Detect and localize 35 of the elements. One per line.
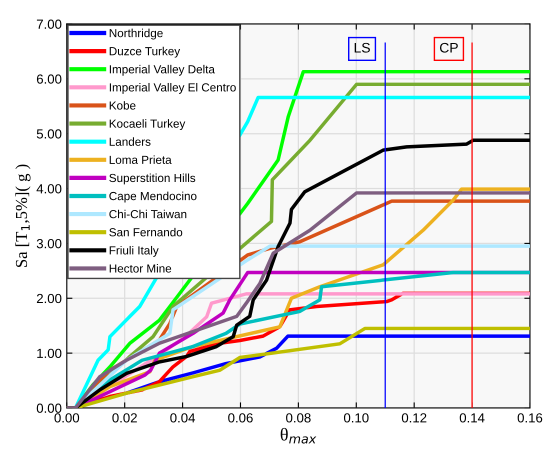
- legend-label: Cape Mendocino: [109, 192, 197, 202]
- y-tick-label: 5.00: [36, 129, 62, 139]
- x-tick-label: 0.12: [402, 413, 426, 423]
- ref-line-label: CP: [440, 42, 458, 53]
- y-axis-title: Sa [T$_{1}$,5%]( g ): [15, 164, 31, 268]
- y-tick-label: 0.00: [36, 404, 62, 413]
- legend-label: Friuli Italy: [110, 246, 159, 257]
- legend-label: Kobe: [110, 101, 136, 110]
- x-tick-label: 0.06: [228, 413, 253, 423]
- y-tick-label: 4.00: [36, 184, 62, 194]
- legend-label: Hector Mine: [110, 264, 172, 273]
- y-tick-label: 2.00: [36, 294, 62, 304]
- x-tick-label: 0.08: [286, 413, 311, 423]
- y-tick-label: 6.00: [36, 74, 62, 84]
- legend-label: Northridge: [110, 28, 163, 40]
- legend-label: Duzce Turkey: [110, 46, 180, 58]
- x-tick-label: 0.16: [518, 413, 542, 423]
- legend-label: Imperial Valley Delta: [110, 64, 215, 76]
- x-tick-label: 0.00: [54, 413, 80, 423]
- x-tick-label: 0.14: [460, 413, 485, 423]
- y-tick-label: 3.00: [36, 238, 62, 248]
- legend-label: San Fernando: [109, 228, 182, 236]
- ref-line-label: LS: [354, 42, 370, 53]
- legend-label: Kocaeli Turkey: [110, 119, 186, 130]
- legend-label: Imperial Valley El Centro: [110, 82, 236, 94]
- x-axis-title: θ$_{max}$: [280, 428, 316, 444]
- y-tick-label: 1.00: [37, 348, 62, 358]
- y-tick-label: 7.00: [36, 20, 62, 29]
- x-tick-label: 0.02: [112, 413, 137, 423]
- x-tick-label: 0.10: [344, 413, 369, 423]
- legend-label: Loma Prieta: [110, 155, 172, 164]
- legend-label: Chi-Chi Taiwan: [109, 210, 186, 218]
- legend-label: Superstition Hills: [109, 174, 196, 184]
- x-tick-label: 0.04: [170, 413, 196, 423]
- legend-label: Landers: [110, 137, 151, 146]
